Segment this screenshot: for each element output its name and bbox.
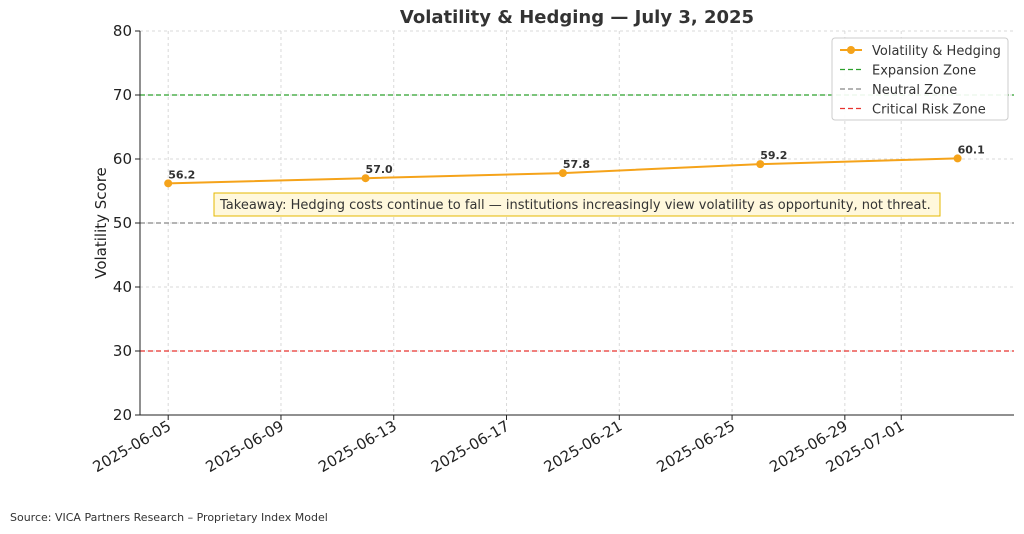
y-tick-label: 70 (113, 86, 132, 104)
data-label: 60.1 (958, 143, 985, 156)
data-point (361, 174, 370, 183)
source-note: Source: VICA Partners Research – Proprie… (10, 511, 328, 524)
legend: Volatility & Hedging Expansion Zone Neutra… (831, 37, 1009, 121)
legend-label: Neutral Zone (872, 83, 957, 98)
annotation: Takeaway: Hedging costs continue to fall… (213, 192, 941, 217)
legend-marker (847, 46, 855, 54)
legend-label: Expansion Zone (872, 64, 976, 79)
data-label: 57.8 (563, 158, 590, 171)
legend-label: Volatility & Hedging (872, 44, 1001, 59)
x-tick-label: 2025-06-25 (654, 417, 739, 476)
y-axis-label: Volatility Score (92, 167, 110, 279)
chart-title: Volatility & Hedging — July 3, 2025 (400, 7, 754, 28)
x-tick-label: 2025-06-21 (541, 417, 626, 476)
data-label: 56.2 (168, 168, 195, 181)
data-label: 57.0 (366, 163, 393, 176)
legend-box (831, 37, 1009, 121)
x-tick-label: 2025-06-13 (315, 417, 400, 476)
data-point (164, 179, 173, 188)
y-tick-label: 40 (113, 278, 132, 296)
y-tick-label: 30 (113, 342, 132, 360)
data-point (756, 160, 765, 169)
legend-label: Critical Risk Zone (872, 103, 986, 118)
annotation-text: Takeaway: Hedging costs continue to fall… (219, 198, 931, 213)
data-point (953, 154, 962, 163)
y-tick-label: 80 (113, 22, 132, 40)
x-tick-label: 2025-06-17 (428, 417, 513, 476)
series-group: 56.2 57.0 57.8 59.2 60.1 (164, 143, 985, 188)
data-point (558, 169, 567, 178)
y-tick-label: 20 (113, 406, 132, 424)
annotation-box (213, 192, 941, 217)
y-tick-label: 50 (113, 214, 132, 232)
x-tick-label: 2025-06-05 (90, 417, 175, 476)
y-tick-label: 60 (113, 150, 132, 168)
data-label: 59.2 (760, 149, 787, 162)
reference-lines (140, 94, 1014, 352)
x-tick-label: 2025-06-09 (202, 417, 287, 476)
